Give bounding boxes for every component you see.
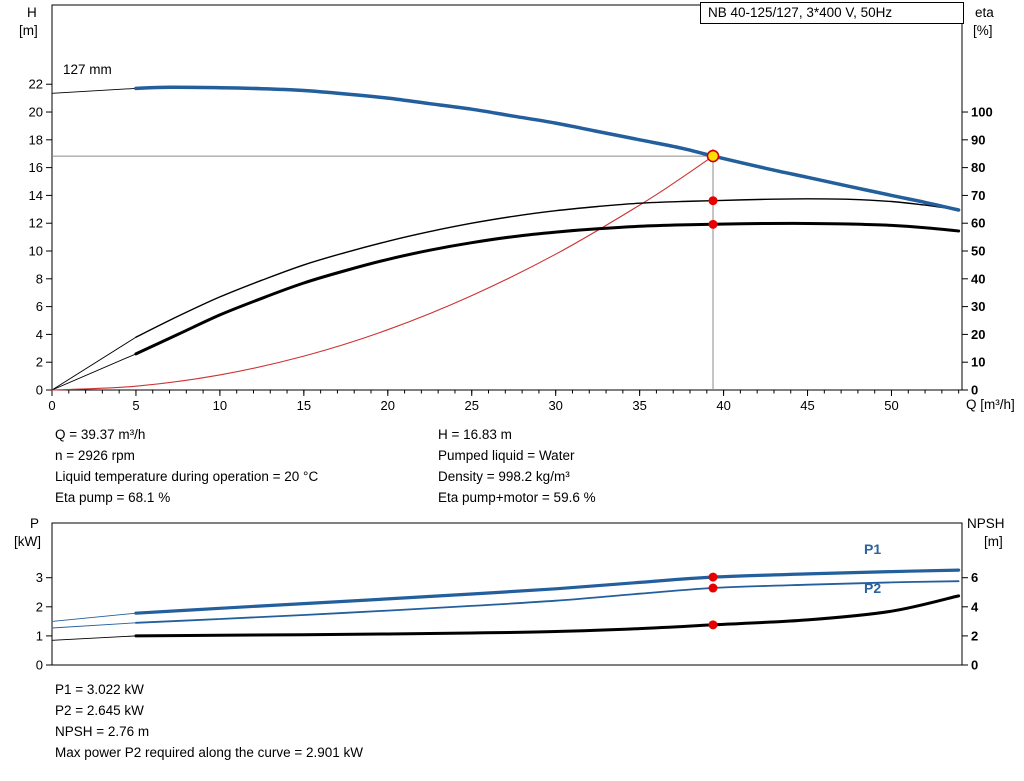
- eta-pump-motor-lead: [51, 353, 137, 391]
- y-left-tick-label: 6: [36, 299, 43, 314]
- y-right-tick-label: 20: [971, 327, 985, 342]
- x-tick-label: 35: [632, 398, 646, 413]
- info-line-maxp2: Max power P2 required along the curve = …: [55, 745, 364, 760]
- info-line-p2: P2 = 2.645 kW: [55, 703, 144, 718]
- duty-info-col2: H = 16.83 m Pumped liquid = Water Densit…: [438, 424, 596, 508]
- npsh-lead: [51, 635, 137, 641]
- y-right-tick-label: 80: [971, 160, 985, 175]
- info-line-h: H = 16.83 m: [438, 427, 512, 442]
- eta-pump-motor-curve: [134, 221, 961, 356]
- p2-curve: [135, 580, 960, 624]
- y-left-tick-label: 3: [36, 570, 43, 585]
- y-right-tick-label: 10: [971, 355, 985, 370]
- x-tick-label: 15: [297, 398, 311, 413]
- head-curve-127mm: [134, 85, 961, 212]
- p-axis-label: P: [30, 516, 40, 531]
- y-left-tick-label: 20: [29, 105, 43, 120]
- power-info-block: P1 = 3.022 kW P2 = 2.645 kW NPSH = 2.76 …: [55, 679, 363, 763]
- impeller-diameter-label: 127 mm: [63, 62, 112, 77]
- duty-info-col1: Q = 39.37 m³/h n = 2926 rpm Liquid tempe…: [55, 424, 318, 508]
- duty-point-marker: [706, 149, 720, 163]
- y-left-tick-label: 22: [29, 77, 43, 92]
- y-left-tick-label: 1: [36, 628, 43, 643]
- y-left-tick-label: 16: [29, 160, 43, 175]
- info-line-n: n = 2926 rpm: [55, 448, 135, 463]
- info-line-eta-pump-motor: Eta pump+motor = 59.6 %: [438, 490, 596, 505]
- y-left-tick-label: 2: [36, 599, 43, 614]
- x-tick-label: 50: [884, 398, 898, 413]
- p1-curve: [134, 568, 961, 615]
- info-line-p1: P1 = 3.022 kW: [55, 682, 144, 697]
- npsh-axis-label: NPSH: [967, 516, 1005, 531]
- y-right-tick-label: 60: [971, 216, 985, 231]
- y-right-tick-label: 0: [971, 658, 978, 673]
- pump-type-box: NB 40-125/127, 3*400 V, 50Hz: [700, 2, 964, 24]
- p2-duty-dot: [708, 583, 718, 593]
- plot-frame: [51, 522, 963, 666]
- npsh-curve: [134, 594, 961, 638]
- info-line-density: Density = 998.2 kg/m³: [438, 469, 570, 484]
- info-line-liquid: Pumped liquid = Water: [438, 448, 575, 463]
- y-left-tick-label: 4: [36, 327, 43, 342]
- p-axis-unit: [kW]: [14, 534, 41, 549]
- npsh-duty-dot: [708, 620, 718, 630]
- x-tick-label: 5: [132, 398, 139, 413]
- y-right-tick-label: 4: [971, 599, 979, 614]
- info-line-q: Q = 39.37 m³/h: [55, 427, 146, 442]
- y-right-tick-label: 40: [971, 271, 985, 286]
- head-curve-extension: [51, 87, 137, 94]
- p1-lead: [51, 612, 137, 622]
- y-left-tick-label: 18: [29, 132, 43, 147]
- npsh-axis-unit: [m]: [984, 534, 1003, 549]
- eta-pump-motor-duty-dot: [708, 219, 718, 229]
- info-line-npsh: NPSH = 2.76 m: [55, 724, 150, 739]
- y-right-tick-label: 0: [971, 383, 978, 398]
- plot-frame: [51, 4, 963, 391]
- y-right-tick-label: 50: [971, 244, 985, 259]
- y-right-tick-label: 2: [971, 628, 978, 643]
- y-left-tick-label: 14: [29, 188, 43, 203]
- eta-pump-duty-dot: [708, 196, 718, 206]
- x-tick-label: 40: [716, 398, 730, 413]
- h-axis-unit: [m]: [19, 23, 38, 38]
- system-curve: [51, 155, 714, 391]
- x-tick-label: 0: [48, 398, 55, 413]
- h-axis-label: H: [27, 5, 37, 20]
- x-tick-label: 30: [548, 398, 562, 413]
- eta-axis-unit: [%]: [973, 23, 993, 38]
- p2-curve-label: P2: [864, 580, 882, 596]
- y-left-tick-label: 0: [36, 658, 43, 673]
- y-left-tick-label: 12: [29, 216, 43, 231]
- info-line-temp: Liquid temperature during operation = 20…: [55, 469, 319, 484]
- p2-lead: [51, 622, 137, 629]
- eta-pump-lead: [51, 336, 137, 391]
- y-right-tick-label: 70: [971, 188, 985, 203]
- y-right-tick-label: 90: [971, 132, 985, 147]
- q-axis-label: Q [m³/h]: [966, 397, 1015, 412]
- y-right-tick-label: 30: [971, 299, 985, 314]
- info-line-eta-pump: Eta pump = 68.1 %: [55, 490, 171, 505]
- y-left-tick-label: 2: [36, 355, 43, 370]
- y-right-tick-label: 100: [971, 105, 993, 120]
- p1-curve-label: P1: [864, 541, 882, 557]
- x-tick-label: 20: [381, 398, 395, 413]
- x-tick-label: 25: [465, 398, 479, 413]
- y-left-tick-label: 10: [29, 244, 43, 259]
- x-tick-label: 10: [213, 398, 227, 413]
- eta-pump-curve: [135, 198, 960, 338]
- y-left-tick-label: 8: [36, 271, 43, 286]
- y-right-tick-label: 6: [971, 570, 978, 585]
- x-tick-label: 45: [800, 398, 814, 413]
- eta-axis-label: eta: [975, 5, 994, 20]
- y-left-tick-label: 0: [36, 383, 43, 398]
- p1-duty-dot: [708, 572, 718, 582]
